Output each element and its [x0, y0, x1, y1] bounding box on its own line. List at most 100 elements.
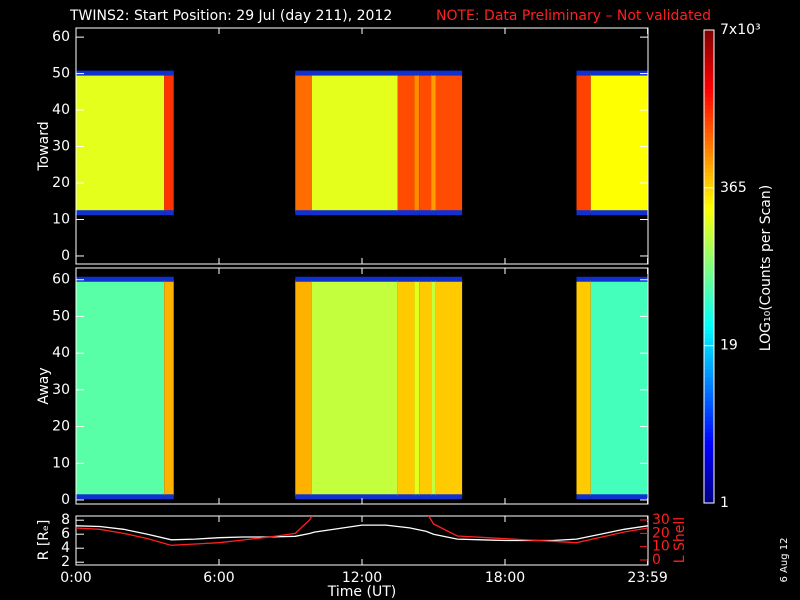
colorbar-slice	[704, 156, 714, 161]
colorbar-tick-label: 7x10³	[720, 22, 761, 38]
edge-fringe	[311, 494, 398, 500]
note: NOTE: Data Preliminary – Not validated	[436, 8, 711, 24]
edge-fringe	[295, 276, 312, 282]
colorbar-slice	[704, 290, 714, 295]
colorbar-slice	[704, 179, 714, 185]
edge-fringe	[397, 276, 415, 282]
colorbar-slice	[704, 231, 714, 236]
edge-fringe	[76, 494, 165, 500]
colorbar-slice	[704, 455, 714, 461]
colorbar-slice	[704, 298, 714, 303]
date-stamp: 6 Aug 12	[779, 538, 790, 583]
y-label: Toward	[36, 121, 52, 171]
heatmap-cell	[431, 279, 436, 497]
heatmap-cell	[397, 279, 415, 497]
colorbar-slice	[704, 120, 714, 126]
colorbar-slice	[704, 392, 714, 398]
chart-title: TWINS2: Start Position: 29 Jul (day 211)…	[69, 8, 392, 24]
colorbar-slice	[704, 282, 714, 287]
colorbar-tick-label: 19	[720, 338, 738, 354]
heatmap-cell	[164, 279, 174, 497]
y-tick-label: 20	[52, 419, 70, 435]
edge-fringe	[414, 494, 420, 500]
colorbar-slice	[704, 313, 714, 319]
edge-fringe	[576, 276, 591, 282]
colorbar-slice	[704, 207, 714, 212]
colorbar-slice	[704, 317, 714, 323]
colorbar-slice	[704, 144, 714, 149]
x-tick-label: 0:00	[60, 570, 91, 586]
x-tick-label: 6:00	[203, 570, 234, 586]
colorbar-slice	[704, 97, 714, 102]
colorbar-slice	[704, 301, 714, 307]
edge-fringe	[311, 276, 398, 282]
colorbar-slice	[704, 333, 714, 338]
heatmap-cell	[590, 73, 648, 213]
colorbar-slice	[704, 254, 714, 260]
y-label: Away	[36, 367, 52, 404]
colorbar-slice	[704, 432, 714, 437]
heatmap-cell	[295, 73, 312, 213]
colorbar-slice	[704, 286, 714, 291]
colorbar-slice	[704, 305, 714, 311]
colorbar-slice	[704, 215, 714, 220]
y-tick-label: 40	[52, 102, 70, 118]
colorbar-slice	[704, 108, 714, 114]
colorbar-tick-label: 1	[720, 495, 729, 511]
colorbar-slice	[704, 100, 714, 106]
colorbar-slice	[704, 223, 714, 228]
y2-label: L Shell	[672, 517, 688, 563]
colorbar-slice	[704, 33, 714, 39]
colorbar-slice	[704, 199, 714, 204]
edge-fringe	[590, 494, 648, 500]
colorbar-slice	[704, 471, 714, 476]
colorbar-slice	[704, 408, 714, 413]
edge-fringe	[431, 210, 436, 216]
colorbar-slice	[704, 435, 714, 441]
edge-fringe	[435, 276, 463, 282]
colorbar-slice	[704, 53, 714, 59]
colorbar-slice	[704, 136, 714, 141]
edge-fringe	[431, 70, 436, 76]
heatmap-cell	[435, 73, 463, 213]
colorbar-slice	[704, 140, 714, 145]
y-tick-label: 30	[52, 139, 70, 155]
colorbar-slice	[704, 420, 714, 425]
edge-fringe	[419, 210, 432, 216]
edge-fringe	[397, 494, 415, 500]
y-tick-label: 60	[52, 272, 70, 288]
colorbar-slice	[704, 148, 714, 153]
colorbar-slice	[704, 345, 714, 350]
y-label: R [Rₑ]	[36, 520, 52, 561]
colorbar-slice	[704, 37, 714, 43]
heatmap-cell	[414, 73, 420, 213]
colorbar-slice	[704, 479, 714, 484]
x-tick-label: 18:00	[485, 570, 525, 586]
colorbar-slice	[704, 404, 714, 409]
edge-fringe	[435, 210, 463, 216]
colorbar-slice	[704, 278, 714, 283]
y-tick-label: 50	[52, 66, 70, 82]
colorbar-slice	[704, 353, 714, 358]
edge-fringe	[414, 276, 420, 282]
colorbar-slice	[704, 321, 714, 327]
colorbar-slice	[704, 167, 714, 173]
colorbar-slice	[704, 274, 714, 279]
y2-tick-label: 30	[652, 512, 670, 528]
colorbar-slice	[704, 195, 714, 200]
colorbar-slice	[704, 104, 714, 110]
plot-area	[76, 516, 648, 546]
edge-fringe	[576, 70, 591, 76]
colorbar-slice	[704, 487, 714, 492]
edge-fringe	[590, 70, 648, 76]
colorbar-slice	[704, 341, 714, 346]
colorbar-slice	[704, 45, 714, 51]
edge-fringe	[435, 494, 463, 500]
colorbar-slice	[704, 451, 714, 457]
colorbar-slice	[704, 116, 714, 122]
colorbar-slice	[704, 491, 714, 496]
colorbar-slice	[704, 412, 714, 417]
colorbar-slice	[704, 266, 714, 271]
colorbar-slice	[704, 337, 714, 342]
